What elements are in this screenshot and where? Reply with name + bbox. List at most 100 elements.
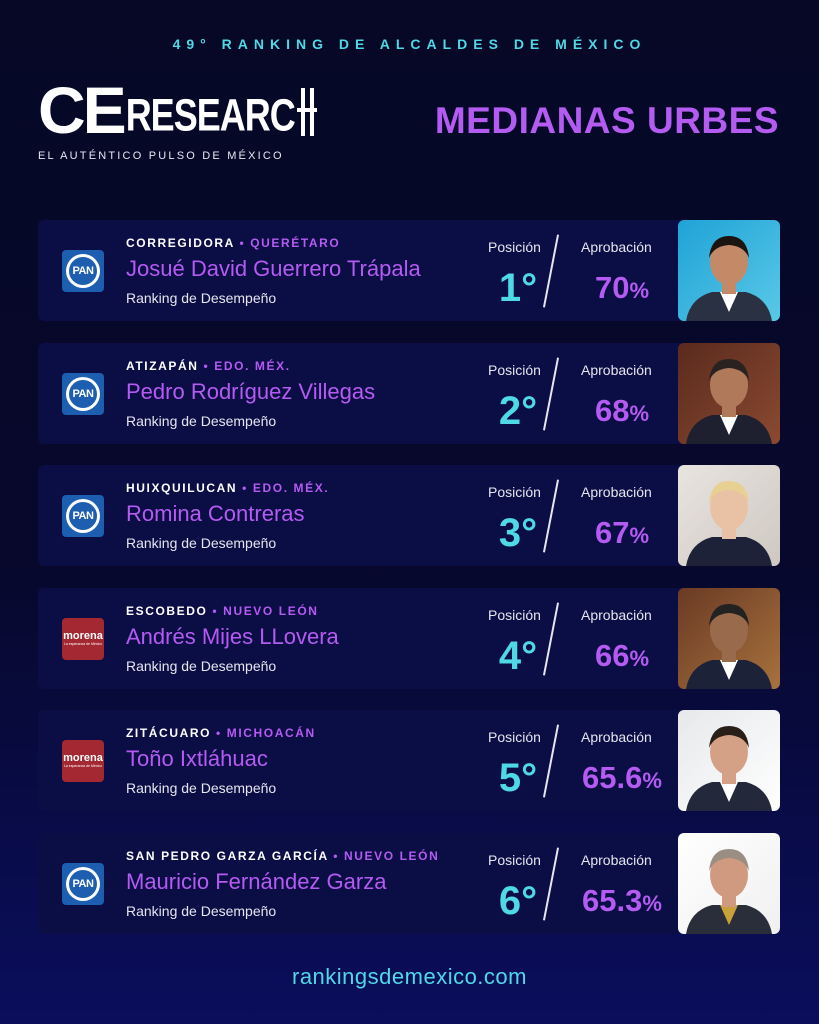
separator-dot: • bbox=[216, 726, 222, 740]
city-name: SAN PEDRO GARZA GARCÍA bbox=[126, 848, 329, 863]
pan-text: PAN bbox=[68, 501, 98, 531]
position-value: 3° bbox=[498, 511, 538, 555]
ranking-subtitle: Ranking de Desempeño bbox=[126, 902, 277, 919]
logo-hash-icon bbox=[296, 88, 317, 138]
pan-text: PAN bbox=[68, 256, 98, 286]
city-name: CORREGIDORA bbox=[126, 236, 235, 250]
morena-logo: morena La esperanza de México bbox=[62, 740, 104, 782]
ranking-subtitle: Ranking de Desempeño bbox=[126, 290, 277, 306]
ranking-subtitle: Ranking de Desempeño bbox=[126, 412, 277, 429]
approval-number: 70 bbox=[594, 270, 630, 305]
position-label: Posición bbox=[488, 606, 541, 623]
morena-text: morena bbox=[63, 752, 103, 764]
ranking-card-3: PAN HUIXQUILUCAN • EDO. MÉX. Romina Cont… bbox=[38, 465, 780, 566]
separator-dot: • bbox=[203, 358, 210, 373]
morena-subtext: La esperanza de México bbox=[63, 641, 103, 646]
approval-value: 65.3% bbox=[568, 883, 676, 919]
location: ATIZAPÁN • EDO. MÉX. bbox=[126, 359, 476, 373]
percent-sign: % bbox=[629, 278, 650, 303]
separator-dot: • bbox=[242, 481, 248, 495]
position-label: Posición bbox=[488, 851, 541, 868]
position-label: Posición bbox=[488, 484, 541, 500]
approval-value: 70% bbox=[568, 270, 676, 306]
ranking-card-5: morena La esperanza de México ZITÁCUARO •… bbox=[38, 710, 780, 811]
state-name: NUEVO LEÓN bbox=[344, 848, 440, 863]
portrait-illustration bbox=[686, 848, 772, 934]
logo-research-text: RESEARC bbox=[125, 89, 296, 141]
position-value: 1° bbox=[498, 266, 538, 310]
percent-sign: % bbox=[629, 523, 650, 548]
city-name: ESCOBEDO bbox=[126, 603, 208, 618]
card-info: SAN PEDRO GARZA GARCÍA • NUEVO LEÓN Maur… bbox=[126, 849, 476, 919]
mayor-photo bbox=[678, 220, 780, 321]
approval-label: Aprobación bbox=[581, 851, 652, 868]
location: ZITÁCUARO • MICHOACÁN bbox=[126, 726, 476, 740]
card-info: CORREGIDORA • QUERÉTARO Josué David Guer… bbox=[126, 236, 476, 306]
approval-number: 65.3 bbox=[582, 882, 643, 918]
state-name: EDO. MÉX. bbox=[214, 358, 291, 373]
position-label: Posición bbox=[488, 729, 541, 745]
mayor-name: Pedro Rodríguez Villegas bbox=[126, 378, 376, 404]
approval-value: 67% bbox=[568, 515, 676, 551]
mayor-name: Mauricio Fernández Garza bbox=[126, 868, 387, 894]
mayor-name: Toño Ixtláhuac bbox=[126, 746, 268, 771]
ce-research-logo: CE RESEARC EL AUTÉNTICO PULSO DE MÉXICO bbox=[38, 73, 317, 162]
approval-value: 66% bbox=[568, 638, 676, 674]
mayor-name: Andrés Mijes LLovera bbox=[126, 623, 339, 649]
portrait-illustration bbox=[686, 236, 772, 321]
ranking-card-1: PAN CORREGIDORA • QUERÉTARO Josué David … bbox=[38, 220, 780, 321]
top-title: 49° RANKING DE ALCALDES DE MÉXICO bbox=[172, 36, 647, 52]
approval-value: 68% bbox=[568, 393, 676, 429]
location: ESCOBEDO • NUEVO LEÓN bbox=[126, 604, 476, 618]
mayor-photo bbox=[678, 710, 780, 811]
location: SAN PEDRO GARZA GARCÍA • NUEVO LEÓN bbox=[126, 849, 476, 863]
percent-sign: % bbox=[629, 400, 650, 426]
card-info: HUIXQUILUCAN • EDO. MÉX. Romina Contrera… bbox=[126, 481, 476, 551]
approval-value: 65.6% bbox=[568, 760, 676, 796]
card-info: ATIZAPÁN • EDO. MÉX. Pedro Rodríguez Vil… bbox=[126, 359, 476, 429]
city-name: ZITÁCUARO bbox=[126, 726, 212, 740]
card-info: ZITÁCUARO • MICHOACÁN Toño Ixtláhuac Ran… bbox=[126, 726, 476, 796]
portrait-illustration bbox=[686, 358, 772, 444]
portrait-illustration bbox=[686, 603, 772, 689]
mayor-photo bbox=[678, 832, 780, 934]
percent-sign: % bbox=[642, 890, 662, 916]
card-info: ESCOBEDO • NUEVO LEÓN Andrés Mijes LLove… bbox=[126, 604, 476, 674]
approval-label: Aprobación bbox=[581, 361, 652, 378]
morena-subtext: La esperanza de México bbox=[63, 764, 103, 768]
separator-dot: • bbox=[212, 603, 219, 618]
percent-sign: % bbox=[642, 768, 662, 793]
location: CORREGIDORA • QUERÉTARO bbox=[126, 236, 476, 250]
mayor-photo bbox=[678, 342, 780, 444]
city-name: HUIXQUILUCAN bbox=[126, 481, 238, 495]
mayor-name: Romina Contreras bbox=[126, 501, 305, 526]
pan-logo: PAN bbox=[62, 495, 104, 537]
ranking-card-4: morena La esperanza de México ESCOBEDO • … bbox=[38, 587, 780, 689]
footer-url[interactable]: rankingsdemexico.com bbox=[292, 964, 527, 989]
ranking-card-2: PAN ATIZAPÁN • EDO. MÉX. Pedro Rodríguez… bbox=[38, 342, 780, 444]
mayor-name: Josué David Guerrero Trápala bbox=[126, 256, 421, 281]
ranking-subtitle: Ranking de Desempeño bbox=[126, 535, 277, 551]
ranking-subtitle: Ranking de Desempeño bbox=[126, 780, 277, 796]
mayor-photo bbox=[678, 587, 780, 689]
ranking-list: PAN CORREGIDORA • QUERÉTARO Josué David … bbox=[38, 220, 780, 955]
position-value: 5° bbox=[498, 756, 538, 800]
ranking-card-6: PAN SAN PEDRO GARZA GARCÍA • NUEVO LEÓN … bbox=[38, 832, 780, 934]
approval-number: 68 bbox=[594, 392, 630, 428]
city-name: ATIZAPÁN bbox=[126, 358, 199, 373]
portrait-illustration bbox=[686, 726, 772, 811]
separator-dot: • bbox=[239, 236, 246, 250]
approval-label: Aprobación bbox=[581, 484, 652, 500]
state-name: QUERÉTARO bbox=[250, 236, 341, 250]
logo-ce-text: CE bbox=[38, 73, 127, 147]
approval-number: 67 bbox=[594, 515, 630, 550]
pan-logo: PAN bbox=[62, 372, 104, 415]
position-value: 4° bbox=[498, 633, 538, 678]
mayor-photo bbox=[678, 465, 780, 566]
approval-label: Aprobación bbox=[581, 729, 652, 745]
position-label: Posición bbox=[488, 239, 541, 255]
state-name: NUEVO LEÓN bbox=[223, 603, 319, 618]
approval-number: 66 bbox=[594, 637, 630, 673]
ranking-subtitle: Ranking de Desempeño bbox=[126, 657, 277, 674]
percent-sign: % bbox=[629, 645, 650, 671]
